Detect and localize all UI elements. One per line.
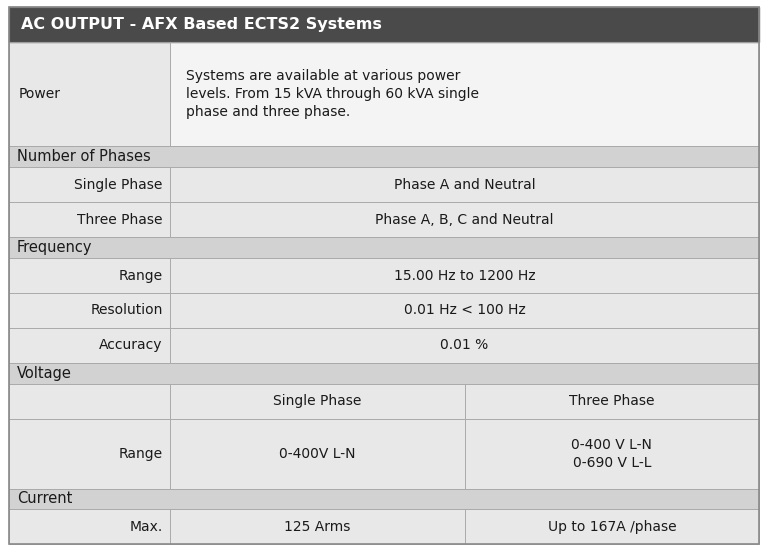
Bar <box>9 293 170 328</box>
Bar <box>9 168 170 202</box>
Bar <box>170 419 465 489</box>
Bar <box>170 293 759 328</box>
Text: 0.01 %: 0.01 % <box>441 338 488 352</box>
Text: Systems are available at various power
levels. From 15 kVA through 60 kVA single: Systems are available at various power l… <box>186 69 478 119</box>
Bar <box>170 383 465 419</box>
Bar <box>9 168 170 202</box>
Bar <box>170 258 759 293</box>
Text: Single Phase: Single Phase <box>273 394 362 408</box>
Bar <box>465 383 759 419</box>
Text: Current: Current <box>17 491 72 506</box>
Bar <box>465 383 759 419</box>
Bar <box>9 489 759 510</box>
Bar <box>9 510 170 544</box>
Bar <box>170 383 465 419</box>
Text: Range: Range <box>118 268 163 283</box>
Bar <box>9 237 759 258</box>
Bar <box>9 363 759 383</box>
Bar <box>170 168 759 202</box>
Bar <box>170 202 759 237</box>
Bar <box>170 258 759 293</box>
Text: Three Phase: Three Phase <box>78 213 163 226</box>
Text: Three Phase: Three Phase <box>569 394 654 408</box>
Bar <box>170 41 759 147</box>
Bar <box>170 293 759 328</box>
Bar <box>9 258 170 293</box>
Text: Phase A and Neutral: Phase A and Neutral <box>394 178 535 192</box>
Text: Phase A, B, C and Neutral: Phase A, B, C and Neutral <box>376 213 554 226</box>
Bar <box>9 147 759 168</box>
Text: Max.: Max. <box>130 520 163 534</box>
Bar <box>9 41 170 147</box>
Bar <box>9 419 170 489</box>
Bar <box>170 202 759 237</box>
Text: Frequency: Frequency <box>17 240 92 255</box>
Bar <box>465 510 759 544</box>
Bar <box>9 7 759 41</box>
Bar <box>9 328 170 363</box>
Text: 0.01 Hz < 100 Hz: 0.01 Hz < 100 Hz <box>404 304 525 317</box>
Text: Number of Phases: Number of Phases <box>17 149 151 164</box>
Text: Single Phase: Single Phase <box>74 178 163 192</box>
Bar <box>170 419 465 489</box>
Bar <box>465 510 759 544</box>
Bar <box>465 419 759 489</box>
Bar <box>170 168 759 202</box>
Bar <box>9 258 170 293</box>
Bar <box>170 328 759 363</box>
Text: Voltage: Voltage <box>17 366 71 381</box>
Text: Accuracy: Accuracy <box>99 338 163 352</box>
Text: 15.00 Hz to 1200 Hz: 15.00 Hz to 1200 Hz <box>394 268 535 283</box>
Text: 125 Arms: 125 Arms <box>284 520 351 534</box>
Bar <box>9 328 170 363</box>
Text: Power: Power <box>18 87 61 101</box>
Bar <box>9 202 170 237</box>
Bar <box>9 363 759 383</box>
Bar <box>9 41 170 147</box>
Text: AC OUTPUT - AFX Based ECTS2 Systems: AC OUTPUT - AFX Based ECTS2 Systems <box>21 17 382 31</box>
Bar <box>9 237 759 258</box>
Text: Range: Range <box>118 447 163 461</box>
Bar <box>9 383 170 419</box>
Bar <box>170 41 759 147</box>
Text: 0-400 V L-N
0-690 V L-L: 0-400 V L-N 0-690 V L-L <box>571 437 652 469</box>
Bar <box>465 419 759 489</box>
Bar <box>170 510 465 544</box>
Text: 0-400V L-N: 0-400V L-N <box>280 447 356 461</box>
Text: Resolution: Resolution <box>91 304 163 317</box>
Bar <box>170 328 759 363</box>
Bar <box>9 202 170 237</box>
Bar <box>9 419 170 489</box>
Bar <box>9 7 759 41</box>
Bar <box>9 489 759 510</box>
Bar <box>9 147 759 168</box>
Bar <box>170 510 465 544</box>
Bar <box>9 510 170 544</box>
Bar <box>9 293 170 328</box>
Bar <box>9 383 170 419</box>
Text: Up to 167A /phase: Up to 167A /phase <box>548 520 676 534</box>
